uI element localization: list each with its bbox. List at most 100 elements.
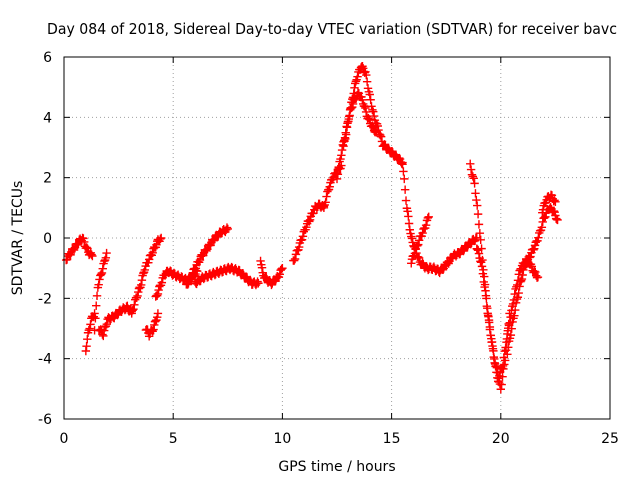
data-point (321, 198, 330, 207)
data-point (82, 341, 91, 351)
data-point (515, 282, 524, 291)
data-series (94, 301, 136, 341)
data-point (466, 240, 475, 249)
data-point (413, 241, 422, 250)
data-point (97, 268, 107, 278)
data-point (510, 289, 519, 299)
data-point (466, 159, 475, 169)
data-point (495, 371, 504, 381)
x-tick-label: 20 (492, 431, 510, 447)
data-point (477, 262, 487, 271)
data-series (503, 257, 543, 359)
data-point (223, 224, 232, 234)
data-point (297, 235, 307, 244)
data-point (209, 236, 219, 245)
data-point (341, 130, 351, 139)
data-point (334, 162, 343, 172)
data-point (506, 330, 516, 340)
data-point (438, 265, 448, 275)
data-point (267, 280, 276, 290)
data-point (152, 291, 162, 300)
data-point (514, 288, 523, 298)
data-point (483, 311, 493, 320)
data-point (144, 258, 153, 267)
data-point (101, 253, 111, 263)
data-point (374, 125, 383, 135)
data-point (289, 256, 299, 265)
data-point (364, 113, 373, 123)
y-axis-label: SDTVAR / TECUs (10, 181, 26, 296)
data-point (339, 141, 348, 151)
data-point (472, 195, 481, 205)
data-point (365, 90, 374, 99)
data-point (275, 270, 284, 279)
data-point (337, 151, 346, 160)
data-point (154, 285, 163, 295)
data-point (376, 130, 385, 140)
data-point (325, 182, 334, 191)
data-point (503, 329, 512, 339)
y-tick-label: 0 (43, 231, 52, 247)
data-point (83, 334, 92, 344)
data-point (498, 361, 508, 371)
data-point (513, 293, 523, 302)
data-point (503, 350, 512, 359)
data-point (547, 191, 557, 200)
data-point (153, 309, 163, 318)
data-series (127, 233, 166, 316)
data-point (474, 220, 484, 229)
data-point (480, 282, 489, 292)
data-point (511, 305, 520, 315)
data-point (398, 160, 407, 169)
data-point (73, 240, 82, 250)
data-series (538, 190, 560, 217)
data-point (102, 248, 111, 258)
data-point (99, 326, 109, 335)
data-point (476, 257, 485, 266)
data-point (257, 263, 267, 272)
data-point (302, 223, 311, 232)
data-point (473, 201, 482, 210)
x-tick-label: 5 (169, 431, 178, 447)
data-point (525, 253, 534, 262)
data-point (538, 217, 547, 227)
data-point (550, 208, 559, 217)
data-point (490, 354, 499, 364)
data-point (305, 215, 315, 225)
data-point (152, 312, 162, 322)
data-point (551, 211, 560, 220)
data-point (91, 314, 100, 323)
data-series (319, 161, 346, 211)
data-point (133, 291, 142, 301)
data-point (362, 70, 371, 80)
data-point (361, 107, 371, 117)
data-point (341, 134, 350, 144)
data-point (514, 270, 524, 279)
data-point (529, 245, 538, 255)
data-point (472, 244, 481, 253)
data-point (94, 280, 103, 289)
data-point (187, 272, 196, 282)
x-axis-label: GPS time / hours (278, 459, 395, 475)
data-point (499, 353, 509, 362)
data-point (338, 140, 348, 150)
data-point (518, 270, 527, 280)
data-point (549, 206, 559, 216)
data-point (361, 103, 370, 113)
data-point (530, 241, 540, 250)
data-point (98, 264, 107, 273)
data-series (182, 223, 232, 289)
data-point (473, 209, 483, 219)
x-tick-label: 15 (383, 431, 401, 447)
data-point (348, 93, 358, 102)
data-point (474, 249, 484, 258)
data-point (522, 259, 532, 268)
data-point (367, 102, 376, 111)
data-point (139, 268, 148, 278)
data-point (85, 324, 94, 333)
data-point (533, 273, 543, 282)
data-point (156, 233, 166, 243)
data-point (156, 234, 165, 244)
data-point (487, 338, 496, 347)
